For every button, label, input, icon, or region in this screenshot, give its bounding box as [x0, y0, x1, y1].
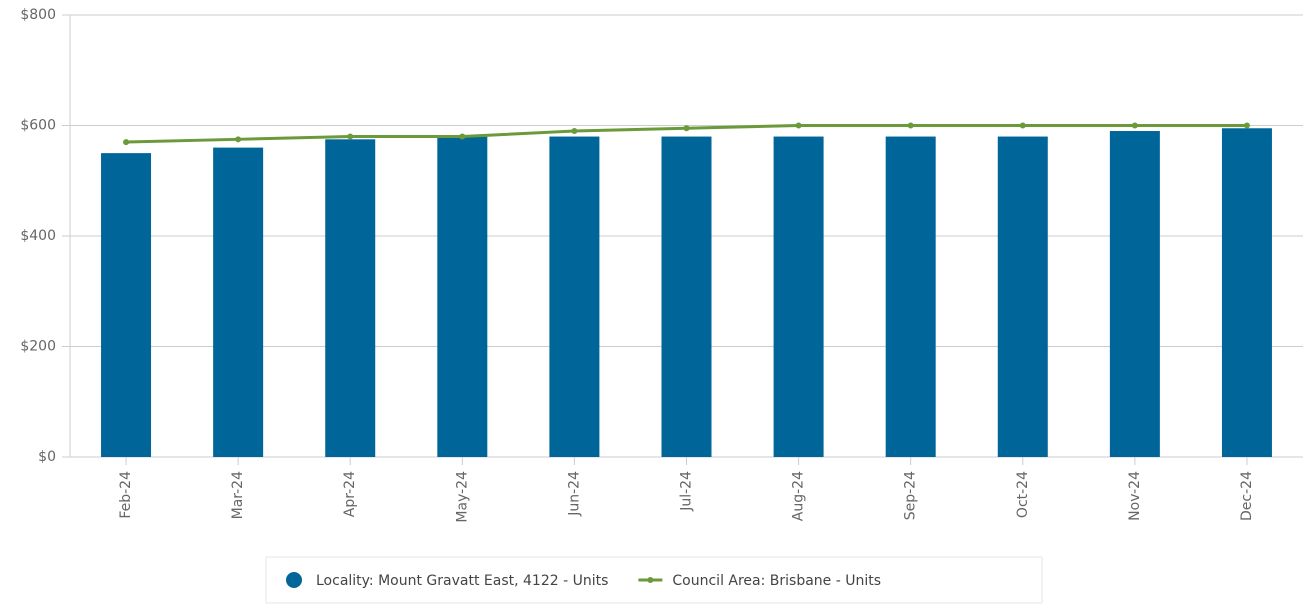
bar	[213, 147, 264, 457]
line-point	[347, 133, 354, 140]
bar	[325, 139, 376, 457]
bar	[549, 136, 600, 458]
x-tick-label: Aug-24	[791, 471, 807, 521]
bar	[997, 136, 1048, 458]
legend-marker	[647, 577, 654, 583]
y-tick-label: $600	[20, 118, 56, 134]
x-tick-label: Dec-24	[1239, 471, 1255, 521]
line-point	[1019, 122, 1026, 129]
y-tick-label: $0	[38, 449, 56, 465]
bar	[773, 136, 824, 458]
line-point	[907, 122, 914, 129]
bar	[1109, 131, 1160, 457]
x-tick-label: Apr-24	[342, 471, 358, 517]
legend-marker	[286, 572, 302, 588]
line-point	[123, 139, 130, 146]
x-tick-label: Mar-24	[230, 471, 246, 519]
line-point	[235, 136, 242, 143]
legend-label: Locality: Mount Gravatt East, 4122 - Uni…	[316, 573, 608, 589]
legend-label: Council Area: Brisbane - Units	[672, 573, 881, 589]
line-point	[459, 133, 466, 140]
y-tick-label: $800	[20, 7, 56, 23]
x-tick-label: May-24	[454, 471, 470, 523]
line-point	[683, 125, 690, 132]
x-tick-label: Sep-24	[903, 471, 919, 520]
x-tick-label: Jun-24	[566, 471, 582, 517]
y-tick-label: $400	[20, 228, 56, 244]
line-point	[795, 122, 802, 129]
y-tick-label: $200	[20, 339, 56, 355]
x-tick-label: Oct-24	[1015, 471, 1031, 518]
x-tick-label: Feb-24	[118, 471, 134, 519]
line-point	[1131, 122, 1138, 129]
bar	[885, 136, 936, 458]
x-tick-label: Nov-24	[1127, 471, 1143, 521]
bar	[661, 136, 712, 458]
line-point	[1243, 122, 1250, 129]
bar	[1221, 128, 1272, 457]
x-tick-label: Jul-24	[679, 471, 695, 512]
line-point	[571, 128, 578, 135]
bar	[437, 136, 488, 458]
bar	[101, 153, 152, 457]
